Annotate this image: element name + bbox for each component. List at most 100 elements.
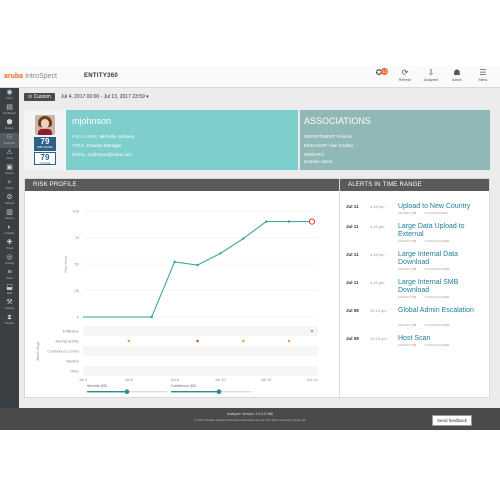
y-tick-label: 25 bbox=[75, 288, 80, 293]
associations-panel: ASSOCIATIONS DEPARTMENT: Finance MANAGER… bbox=[298, 110, 490, 170]
nav-home-icon: ◉ bbox=[6, 89, 13, 96]
alert-count-badge: 13 bbox=[381, 68, 388, 75]
nav-alerts[interactable]: ⚠ Alerts bbox=[0, 148, 19, 163]
nav-reports[interactable]: ▥ Reports bbox=[0, 208, 19, 223]
alerts-panel: ALERTS IN TIME RANGE Jul 11 4:15 pm Upload… bbox=[339, 178, 490, 398]
risk-point[interactable] bbox=[287, 220, 291, 223]
risk-point[interactable] bbox=[150, 315, 153, 319]
nav-settings[interactable]: ⚒ Settings bbox=[0, 298, 19, 313]
nav-rules[interactable]: ≡ Rules bbox=[0, 268, 19, 283]
brand-logo: aruba IntroSpect bbox=[4, 73, 57, 80]
entity-username: mjohnson bbox=[72, 116, 112, 126]
avatar bbox=[35, 115, 55, 135]
nav-reports-label: Reports bbox=[5, 217, 14, 220]
menu-icon: ☰ bbox=[479, 68, 487, 77]
nav-entities-label: Entities bbox=[5, 127, 14, 130]
stage-event-dot[interactable] bbox=[127, 339, 131, 343]
nav-devices-label: Devices bbox=[5, 172, 14, 175]
nav-network[interactable]: ⚙ Network bbox=[0, 193, 19, 208]
nav-threat[interactable]: ✚ Threat bbox=[0, 238, 19, 253]
nav-search[interactable]: ⌕ Search bbox=[0, 178, 19, 193]
nav-search-icon: ⌕ bbox=[7, 179, 12, 186]
alert-date: Jul 11 bbox=[346, 224, 359, 229]
nav-hunting-icon: ◎ bbox=[6, 254, 13, 261]
confidence-label: CONFIDENCE bbox=[424, 239, 445, 243]
nav-entity360-icon: ⚇ bbox=[6, 134, 13, 141]
nav-alerts-icon: ⚠ bbox=[6, 149, 13, 156]
brand-name: aruba bbox=[4, 73, 24, 80]
alert-time: 4:15 pm bbox=[370, 280, 385, 285]
alert-title[interactable]: Global Admin Escalation bbox=[398, 307, 474, 314]
alert-meta: SEVERITY60 CONFIDENCE100 bbox=[398, 267, 449, 271]
alert-time: 10:15 pm bbox=[370, 336, 387, 341]
nav-timeline-icon: ⧗ bbox=[7, 314, 12, 321]
email-value[interactable]: mjohnson@niara.com bbox=[88, 152, 132, 157]
risk-point[interactable] bbox=[308, 218, 316, 225]
confidence-value: 100 bbox=[444, 267, 450, 271]
department-label: DEPARTMENT: bbox=[304, 134, 336, 139]
x-tick-label: Jul 4 bbox=[79, 377, 88, 382]
alert-title[interactable]: Large Internal Data Download bbox=[398, 251, 458, 266]
toolbar-label: Refresh bbox=[398, 78, 412, 82]
slider-label: Severity (50) bbox=[87, 384, 107, 388]
nav-dashboard[interactable]: ▤ Dashboard bbox=[0, 103, 19, 118]
alert-title[interactable]: Upload to New Country bbox=[398, 203, 471, 210]
alerts-button[interactable]: ✪ 13 bbox=[366, 68, 392, 86]
risk-point[interactable] bbox=[219, 252, 222, 255]
stage-row bbox=[83, 336, 318, 346]
alert-title[interactable]: Large Data Upload to External bbox=[398, 223, 465, 238]
alert-title[interactable]: Large Internal SMB Download bbox=[398, 279, 459, 294]
refresh-button[interactable]: ⟳ Refresh bbox=[392, 68, 418, 86]
risk-change-label: CHANGE bbox=[39, 162, 51, 165]
nav-home[interactable]: ◉ Home bbox=[0, 88, 19, 103]
manager-value[interactable]: Hari Sridhar bbox=[329, 143, 354, 148]
stage-event-dot[interactable] bbox=[310, 329, 314, 333]
avatar-face bbox=[41, 119, 49, 128]
stage-event-dot[interactable] bbox=[287, 339, 291, 343]
alert-title[interactable]: Host Scan bbox=[398, 335, 431, 342]
groups-value: Domain Users bbox=[304, 159, 333, 164]
risk-point[interactable] bbox=[265, 220, 268, 223]
risk-point[interactable] bbox=[242, 237, 245, 240]
top-bar: aruba IntroSpect ENTITY360 ✪ 13 ⟳ Refresh ⇩ An… bbox=[0, 66, 500, 88]
nav-devices[interactable]: ▣ Devices bbox=[0, 163, 19, 178]
alert-meta: SEVERITY60 CONFIDENCE60 bbox=[398, 211, 447, 215]
confidence-label: CONFIDENCE bbox=[424, 295, 445, 299]
stage-axis-label: Attack Stage bbox=[36, 341, 40, 361]
alert-meta: SEVERITY60 CONFIDENCE100 bbox=[398, 343, 449, 347]
nav-threat-icon: ✚ bbox=[6, 239, 13, 246]
toolbar-label: Analyzed bbox=[423, 78, 439, 82]
slider-handle[interactable] bbox=[216, 389, 222, 394]
nav-entity360[interactable]: ⚇ Entity360 bbox=[0, 133, 19, 148]
user-button[interactable]: ☗ Admin bbox=[444, 68, 470, 86]
stage-label: Exfiltration bbox=[63, 330, 79, 334]
stage-event-dot[interactable] bbox=[242, 339, 245, 343]
slider-handle[interactable] bbox=[124, 389, 130, 394]
nav-home-label: Home bbox=[6, 97, 13, 100]
nav-analytics[interactable]: ◐ Analytics bbox=[0, 223, 19, 238]
alert-meta: SEVERITY60 CONFIDENCE100 bbox=[398, 323, 449, 327]
department-row: DEPARTMENT: Finance bbox=[304, 134, 353, 139]
risk-point[interactable] bbox=[173, 260, 176, 264]
send-feedback-button[interactable]: Send feedback bbox=[431, 415, 472, 426]
nav-entity360-label: Entity360 bbox=[4, 142, 15, 145]
risk-point[interactable] bbox=[196, 263, 199, 267]
manager-label: MANAGER: bbox=[304, 143, 329, 148]
y-tick-label: 0 bbox=[77, 315, 80, 320]
analyzed-button[interactable]: ⇩ Analyzed bbox=[418, 68, 444, 86]
x-tick-label: Jul 8 bbox=[170, 377, 179, 382]
risk-change-badge: 79 CHANGE bbox=[34, 152, 56, 165]
nav-timeline[interactable]: ⧗ Timeline bbox=[0, 313, 19, 328]
nav-data[interactable]: ⬓ Data bbox=[0, 283, 19, 298]
date-range-dropdown[interactable]: Jul 4, 2017 00:00 - Jul 13, 2017 23:59 ▾ bbox=[60, 93, 149, 100]
stage-event-dot[interactable] bbox=[196, 339, 199, 343]
alert-meta: SEVERITY60 CONFIDENCE100 bbox=[398, 295, 449, 299]
menu-button[interactable]: ☰ Menu bbox=[470, 68, 496, 86]
copyright-text: © 2017 Hewlett Packard Enterprise Develo… bbox=[194, 418, 306, 422]
nav-rules-icon: ≡ bbox=[7, 269, 12, 276]
custom-range-button[interactable]: ⊙ Custom bbox=[24, 92, 55, 101]
y-axis-label: Risk Score bbox=[64, 255, 68, 272]
risk-score-label: RISK SCORE bbox=[37, 146, 53, 149]
nav-hunting[interactable]: ◎ Hunting bbox=[0, 253, 19, 268]
nav-entities[interactable]: ⬢ Entities bbox=[0, 118, 19, 133]
